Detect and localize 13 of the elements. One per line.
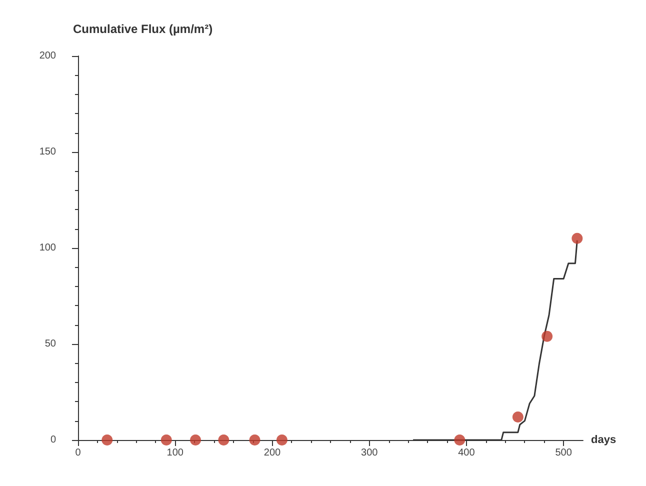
y-tick-label: 150	[39, 146, 56, 158]
x-tick-label: 0	[75, 448, 82, 458]
x-tick-label: 300	[361, 448, 378, 458]
y-tick-label: 200	[39, 50, 56, 62]
x-tick-label: 200	[264, 448, 282, 458]
x-axis-title: days	[591, 434, 616, 446]
y-tick-label: 50	[44, 338, 56, 350]
chart-title: Cumulative Flux (µm/m²)	[73, 22, 213, 36]
y-tick-label: 0	[50, 434, 56, 446]
y-tick-label: 100	[39, 242, 56, 254]
x-tick-label: 500	[555, 448, 572, 458]
x-tick-label: 400	[458, 448, 476, 458]
x-tick-label: 100	[166, 448, 184, 458]
